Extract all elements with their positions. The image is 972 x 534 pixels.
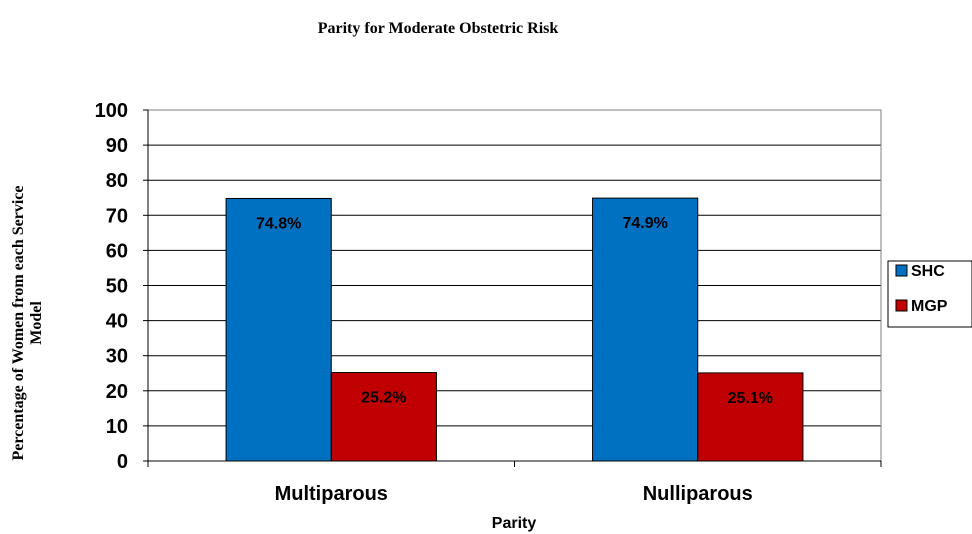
y-tick-label: 30 (106, 346, 128, 368)
x-axis: Multiparous Nulliparous (147, 460, 882, 505)
y-tick-label: 70 (106, 205, 128, 227)
y-axis-label-line1: Percentage of Women from each Service (10, 185, 27, 460)
legend: SHC MGP (887, 260, 972, 328)
y-axis: 0 10 20 30 40 50 60 70 80 90 100 (95, 100, 149, 473)
data-labels: 74.8% 74.9% 25.2% 25.1% (256, 215, 773, 407)
bar-shc (225, 197, 332, 462)
data-label: 74.8% (256, 215, 301, 232)
y-tick-label: 0 (117, 451, 128, 473)
y-tick-label: 80 (106, 170, 128, 192)
bar-mgp (330, 372, 437, 462)
bars (225, 197, 804, 462)
y-tick-label: 60 (106, 240, 128, 262)
bar-mgp (697, 372, 804, 462)
legend-label-mgp: MGP (911, 298, 948, 315)
y-tick-label: 40 (106, 311, 128, 333)
y-tick-label: 20 (106, 381, 128, 403)
legend-swatch-mgp (895, 299, 908, 312)
bar-shc (592, 197, 699, 462)
y-tick-label: 50 (106, 276, 128, 298)
x-category-label: Multiparous (275, 483, 388, 505)
data-label: 74.9% (622, 215, 667, 232)
y-tick-label: 90 (106, 135, 128, 157)
x-axis-label: Parity (492, 515, 537, 532)
data-label: 25.2% (361, 390, 406, 407)
legend-label-shc: SHC (911, 263, 945, 280)
y-axis-label-line2: Model (28, 301, 45, 345)
chart-title: Parity for Moderate Obstetric Risk (318, 20, 559, 37)
y-tick-label: 10 (106, 416, 128, 438)
x-category-label: Nulliparous (643, 483, 753, 505)
legend-swatch-shc (895, 264, 908, 277)
y-tick-label: 100 (95, 100, 128, 122)
data-label: 25.1% (728, 390, 773, 407)
